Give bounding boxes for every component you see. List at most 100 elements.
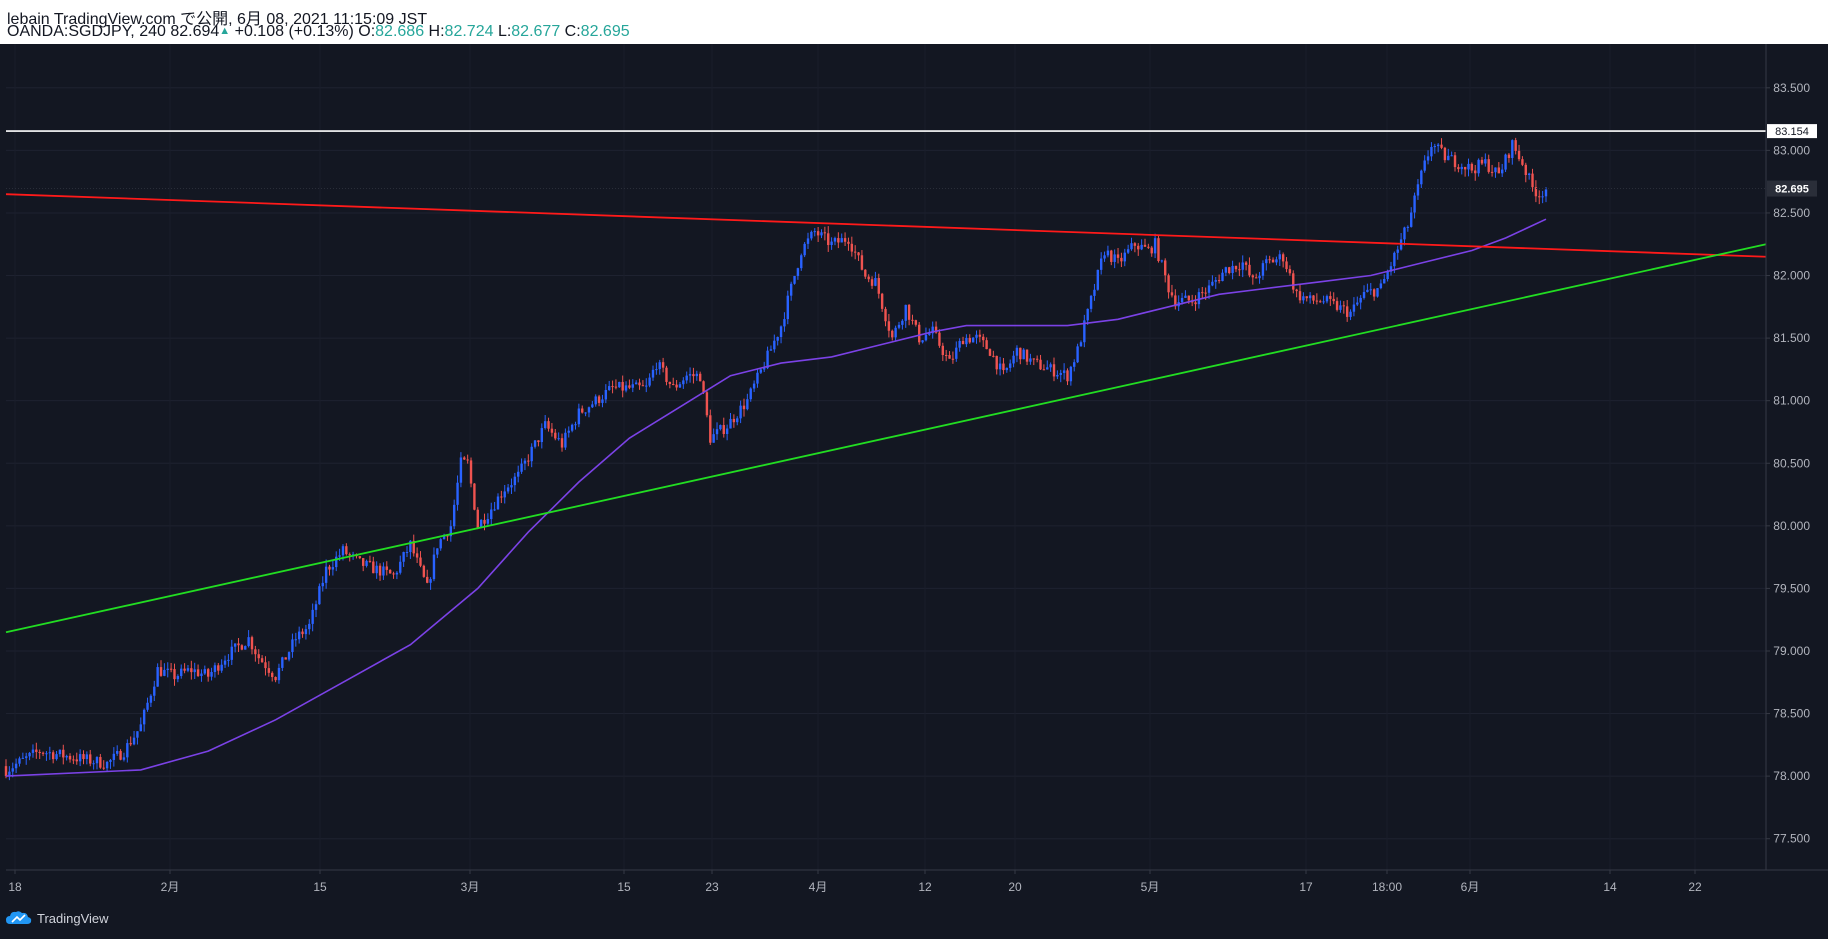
candle-body — [169, 668, 173, 670]
candle-body — [186, 668, 190, 671]
candle-body — [119, 751, 122, 760]
candle-body — [901, 320, 904, 325]
candle-body — [109, 759, 112, 762]
candle-body — [773, 340, 776, 350]
candle-body — [1110, 250, 1113, 262]
support-trendline[interactable] — [5, 243, 1767, 634]
candle-body — [1113, 254, 1116, 262]
candle-body — [567, 430, 570, 433]
candle-body — [4, 766, 8, 777]
candle-body — [55, 754, 58, 760]
candle-body — [1140, 244, 1143, 250]
candle-body — [372, 561, 375, 574]
price-axis[interactable]: 77.500 78.000 78.500 79.000 79.500 80.000 80.5… — [1766, 81, 1810, 846]
candle-body — [237, 643, 240, 646]
resistance-trendline[interactable] — [5, 193, 1767, 258]
candle-body — [1325, 296, 1329, 302]
candle-body — [75, 759, 78, 762]
candle-body — [1265, 259, 1268, 264]
candle-body — [1312, 295, 1315, 301]
candle-body — [850, 243, 854, 252]
candle-body — [1170, 292, 1174, 296]
x-tick-label: 5月 — [1141, 880, 1160, 894]
candle-body — [547, 421, 550, 429]
candle-body — [496, 496, 500, 510]
candle-body — [25, 756, 28, 758]
candle-body — [247, 637, 250, 647]
symbol-info[interactable]: OANDA:SGDJPY, 240 82.694 — [7, 23, 220, 40]
candle-body — [1345, 306, 1349, 317]
candle-body — [1056, 374, 1059, 377]
candle-body — [1467, 163, 1470, 170]
candle-body — [58, 749, 62, 755]
candle-body — [1544, 189, 1548, 197]
price-chart[interactable]: 77.500 78.000 78.500 79.000 79.500 80.000 80.5… — [0, 0, 1828, 900]
candle-body — [281, 657, 284, 668]
candle-body — [99, 757, 102, 768]
candle-body — [490, 509, 493, 520]
candle-body — [375, 565, 378, 574]
y-tick-label: 82.500 — [1773, 206, 1810, 220]
candle-body — [1332, 298, 1335, 302]
candle-body — [830, 241, 833, 246]
candle-body — [196, 669, 200, 677]
chart-background — [0, 44, 1828, 900]
candle-body — [715, 429, 719, 435]
candle-body — [271, 672, 274, 677]
y-tick-label: 81.500 — [1773, 331, 1810, 345]
candle-body — [1015, 347, 1019, 356]
candle-body — [31, 749, 35, 753]
candle-body — [1359, 297, 1362, 303]
candle-body — [658, 362, 661, 370]
candle-body — [190, 668, 193, 673]
candle-body — [166, 668, 169, 670]
candle-body — [557, 438, 560, 440]
candle-body — [577, 408, 581, 425]
candle-body — [736, 418, 739, 423]
candle-body — [732, 418, 736, 423]
candle-body — [1342, 305, 1346, 307]
candle-body — [1093, 289, 1096, 296]
candle-body — [800, 255, 803, 269]
candle-body — [1490, 171, 1494, 173]
low-label: L: — [497, 23, 512, 40]
candle-body — [928, 333, 931, 335]
candle-body — [321, 582, 324, 587]
candle-body — [105, 761, 109, 769]
candle-body — [1238, 269, 1241, 271]
candle-body — [1133, 243, 1137, 246]
candle-body — [934, 326, 938, 333]
candle-body — [284, 657, 287, 660]
candle-body — [439, 539, 442, 549]
candle-body — [85, 754, 89, 760]
candle-body — [1271, 259, 1275, 263]
moving-average-line[interactable] — [5, 218, 1547, 777]
x-tick-label: 6月 — [1461, 880, 1480, 894]
candle-body — [466, 459, 469, 461]
candle-body — [1083, 320, 1086, 343]
candle-body — [1430, 146, 1433, 157]
candle-body — [682, 380, 685, 385]
candle-body — [11, 768, 14, 772]
candle-body — [1089, 295, 1093, 309]
plot-area[interactable] — [4, 130, 1767, 781]
y-tick-label: 78.500 — [1773, 707, 1810, 721]
candle-body — [479, 519, 483, 528]
candle-body — [628, 385, 631, 388]
candle-body — [884, 308, 887, 322]
candle-body — [611, 386, 614, 388]
horizontal-line-price-label: 83.154 — [1775, 126, 1809, 138]
candle-body — [540, 428, 543, 443]
candle-body — [746, 399, 749, 410]
candle-body — [392, 573, 395, 575]
time-axis[interactable]: 18 2月 15 3月 15 23 4月 12 20 5月 17 18:00 6月 14 22 — [8, 870, 1702, 894]
candle-body — [941, 345, 945, 356]
tradingview-logo[interactable]: TradingView — [6, 910, 109, 926]
candle-body — [533, 440, 537, 447]
candle-body — [523, 460, 527, 464]
candle-body — [493, 509, 496, 511]
candle-body — [1538, 196, 1541, 198]
candle-body — [880, 293, 884, 309]
candle-body — [759, 369, 763, 373]
candle-body — [1073, 362, 1076, 367]
